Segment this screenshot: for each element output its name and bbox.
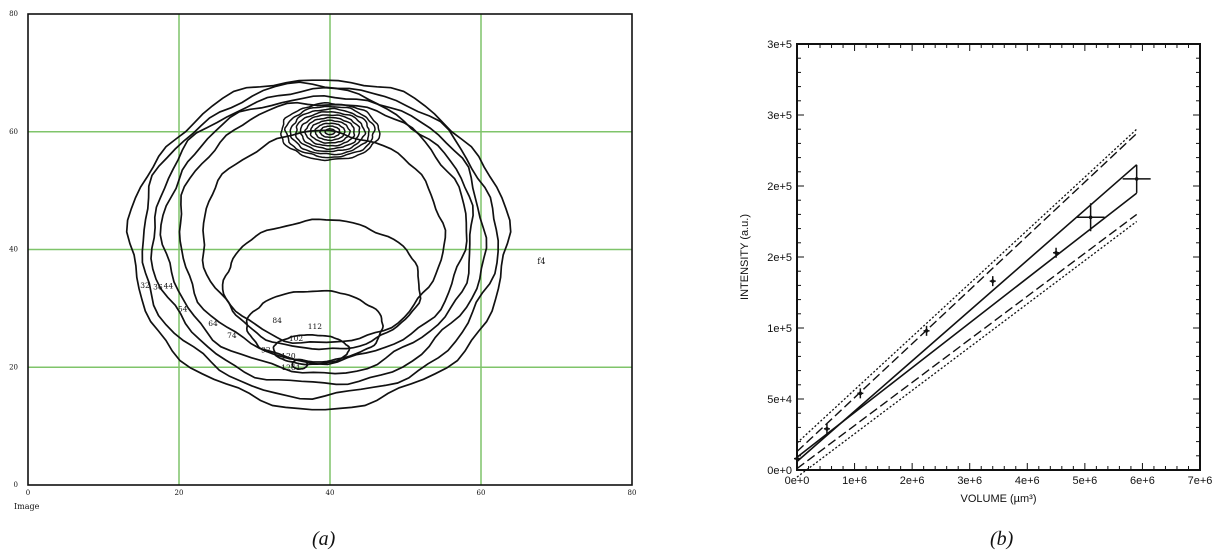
peak-contour-line — [294, 111, 367, 153]
caption-b: (b) — [990, 528, 1014, 550]
x-tick-label: 80 — [628, 489, 637, 497]
contour-line — [141, 81, 500, 400]
fit-line-solid — [796, 164, 1138, 463]
contour-label: 44 — [164, 281, 174, 290]
peak-contour-line — [289, 107, 370, 156]
peak-contour-line — [318, 125, 341, 139]
peak-contour-line — [314, 122, 346, 142]
y-tick-label: 3e+5 — [767, 39, 792, 51]
y-tick-label: 80 — [9, 10, 18, 18]
y-tick-label: 60 — [9, 128, 18, 136]
fit-line-dotted — [796, 128, 1138, 444]
x-axis-label: Image — [14, 502, 40, 511]
peak-contour-line — [283, 105, 376, 159]
y-tick-label: 0e+0 — [767, 465, 792, 477]
caption-a: (a) — [312, 528, 336, 550]
contour-label: 64 — [208, 319, 218, 328]
contour-line — [291, 358, 309, 370]
data-point — [858, 391, 863, 396]
plot-frame — [27, 13, 633, 486]
contour-plot-a: 32 36 44 54 64 74 84 92 102 112 120 126 1 f4 0 20 40 60 80… — [9, 10, 637, 511]
x-tick-label: 0e+0 — [785, 475, 810, 487]
contour-label: 36 — [153, 283, 163, 292]
fit-line-dotted — [796, 220, 1138, 478]
contour-line — [178, 101, 468, 366]
contour-label: 126 — [281, 363, 296, 372]
peak-contour-line — [299, 114, 361, 150]
peak-contour-line — [309, 119, 352, 144]
x-tick-label: 0 — [26, 489, 30, 497]
contour-line — [125, 79, 512, 411]
contour-label: 120 — [281, 351, 296, 360]
contour-label: 74 — [227, 331, 237, 340]
peak-contour-line — [280, 101, 381, 162]
contour-label: 92 — [261, 346, 271, 355]
y-tick-label: 5e+4 — [767, 394, 792, 406]
y-tick-label: 40 — [9, 246, 18, 254]
line-plot-b: 0e+0 1e+6 2e+6 3e+6 4e+6 5e+6 6e+6 7e+6 0e+0 5e+4… — [739, 39, 1213, 505]
x-tick-label: 20 — [175, 489, 184, 497]
x-tick-label: 1e+6 — [842, 475, 867, 487]
contour-label: 84 — [272, 316, 282, 325]
fit-line-dashed — [796, 213, 1138, 470]
contour-line — [221, 218, 422, 351]
x-tick-label: 2e+6 — [900, 475, 925, 487]
x-tick-label: 5e+6 — [1072, 475, 1097, 487]
data-point — [990, 279, 995, 283]
contour-label: 54 — [178, 304, 188, 313]
data-point — [1134, 177, 1139, 181]
x-tick-label: 60 — [477, 489, 486, 497]
x-tick-label: 7e+6 — [1188, 475, 1213, 487]
x-tick-label: 40 — [326, 489, 335, 497]
peak-contour-line — [304, 116, 356, 147]
contour-label: 32 — [140, 281, 150, 290]
plot-frame — [796, 43, 1201, 471]
contour-label: 1 — [296, 363, 301, 372]
contour-line — [150, 86, 488, 386]
fit-line-solid — [796, 192, 1138, 458]
contour-line — [201, 129, 447, 345]
y-tick-label: 1e+5 — [767, 323, 792, 335]
data-point — [825, 427, 829, 431]
contour-line — [245, 289, 384, 363]
y-tick-label: 3e+5 — [767, 110, 792, 122]
contour-line — [272, 333, 351, 366]
data-point — [795, 456, 799, 461]
x-axis-label: VOLUME (µm³) — [960, 493, 1036, 505]
y-tick-label: 2e+5 — [767, 181, 792, 193]
x-tick-label: 4e+6 — [1015, 475, 1040, 487]
y-tick-label: 0 — [14, 481, 18, 489]
y-tick-label: 20 — [9, 363, 18, 371]
contour-line — [159, 94, 474, 375]
contour-label: 112 — [308, 322, 323, 331]
peak-contour-line — [324, 128, 336, 136]
x-tick-label: 3e+6 — [957, 475, 982, 487]
stray-label: f4 — [537, 257, 545, 266]
data-point — [1088, 215, 1093, 220]
y-tick-label: 2e+5 — [767, 252, 792, 264]
fit-line-dashed — [796, 132, 1138, 453]
data-point — [924, 329, 929, 333]
x-tick-label: 6e+6 — [1130, 475, 1155, 487]
data-point — [1054, 250, 1058, 255]
contour-label: 102 — [289, 334, 304, 343]
y-axis-label: INTENSITY (a.u.) — [739, 214, 751, 300]
